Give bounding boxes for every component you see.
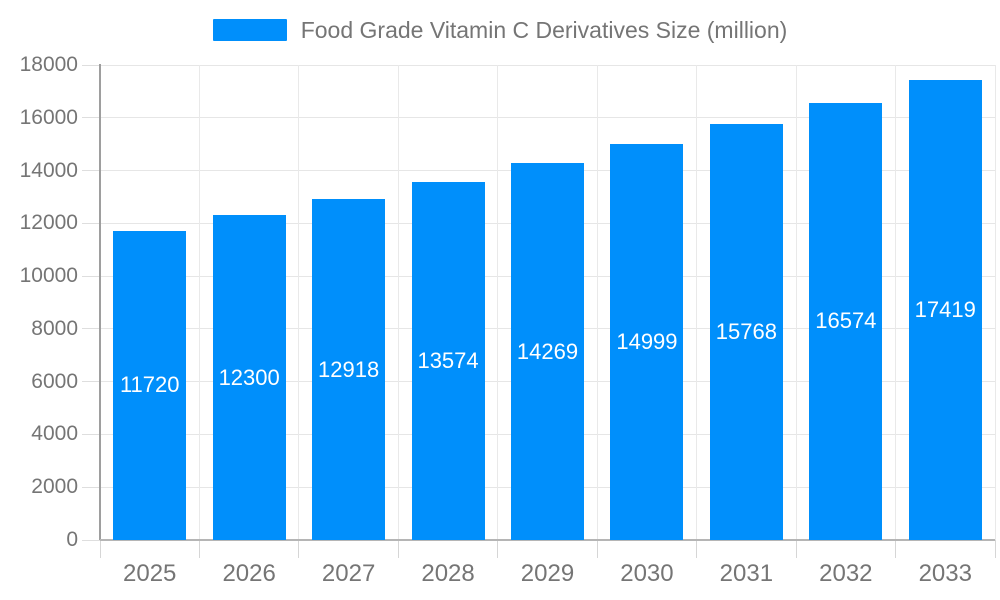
y-axis-tick-label: 6000 xyxy=(31,369,78,393)
y-axis-tick xyxy=(82,117,100,119)
x-axis-tick xyxy=(895,540,897,558)
bar-2027[interactable] xyxy=(312,199,386,540)
gridline-y-18000 xyxy=(100,64,995,66)
gridline-x xyxy=(497,65,499,540)
x-axis-tick-label: 2033 xyxy=(918,560,972,587)
y-axis-tick-label: 14000 xyxy=(19,158,78,182)
y-axis-tick xyxy=(82,64,100,66)
bar-value-label: 16574 xyxy=(815,308,877,334)
y-axis-tick xyxy=(82,433,100,435)
gridline-x xyxy=(895,65,897,540)
legend-item[interactable]: Food Grade Vitamin C Derivatives Size (m… xyxy=(0,17,1000,43)
bar-2032[interactable] xyxy=(809,102,883,540)
gridline-x xyxy=(696,65,698,540)
gridline-x xyxy=(596,65,598,540)
bar-value-label: 12300 xyxy=(218,364,280,390)
y-axis-tick-label: 18000 xyxy=(19,53,78,76)
x-axis-tick-label: 2025 xyxy=(123,560,177,587)
gridline-x xyxy=(795,65,797,540)
legend-swatch xyxy=(212,19,287,41)
x-axis-line xyxy=(100,539,995,541)
x-axis-tick xyxy=(994,540,996,558)
x-axis-tick xyxy=(497,540,499,558)
y-axis-line xyxy=(99,64,101,540)
y-axis-tick xyxy=(82,222,100,224)
x-axis-tick-label: 2032 xyxy=(819,560,873,587)
y-axis-tick-label: 8000 xyxy=(31,316,78,340)
bar-2030[interactable] xyxy=(610,144,684,540)
bar-2029[interactable] xyxy=(511,163,584,540)
gridline-y-16000 xyxy=(100,117,995,119)
bar-value-label: 13574 xyxy=(417,347,479,373)
x-axis-tick xyxy=(298,540,300,558)
y-axis-tick xyxy=(82,381,100,383)
y-axis-tick xyxy=(82,170,100,172)
x-axis-tick xyxy=(198,540,200,558)
bar-value-label: 11720 xyxy=(119,372,180,398)
bar-2025[interactable] xyxy=(113,230,187,540)
bar-value-label: 14999 xyxy=(616,329,678,355)
x-axis-tick xyxy=(596,540,598,558)
x-axis-tick xyxy=(397,540,399,558)
y-axis-tick xyxy=(82,486,100,488)
y-axis-tick xyxy=(82,328,100,330)
x-axis-tick-label: 2030 xyxy=(620,560,674,587)
y-axis-tick-label: 12000 xyxy=(19,211,78,235)
bar-2026[interactable] xyxy=(212,215,286,540)
bar-value-label: 12918 xyxy=(318,356,380,382)
y-axis-tick-label: 10000 xyxy=(19,264,78,288)
x-axis-tick-label: 2026 xyxy=(222,560,276,587)
y-axis-tick-label: 4000 xyxy=(31,422,78,446)
y-axis-tick xyxy=(82,539,100,541)
bar-value-label: 17419 xyxy=(914,297,976,323)
y-axis-tick-label: 2000 xyxy=(31,475,78,499)
x-axis-tick-label: 2028 xyxy=(421,560,475,587)
x-axis-tick xyxy=(696,540,698,558)
bar-2028[interactable] xyxy=(411,181,485,540)
x-axis-tick xyxy=(99,540,101,558)
bar-2031[interactable] xyxy=(709,123,783,540)
x-axis-tick-label: 2027 xyxy=(321,560,376,587)
y-axis-tick-label: 0 xyxy=(66,528,78,551)
x-axis-tick-label: 2031 xyxy=(719,560,774,587)
gridline-x xyxy=(198,65,200,540)
bar-value-label: 14269 xyxy=(516,338,579,364)
legend-label: Food Grade Vitamin C Derivatives Size (m… xyxy=(300,17,788,43)
bar-2033[interactable] xyxy=(908,80,982,540)
gridline-x xyxy=(994,65,996,540)
gridline-x xyxy=(397,65,399,540)
bar-value-label: 15768 xyxy=(715,318,777,344)
x-axis-tick xyxy=(795,540,797,558)
x-axis-tick-label: 2029 xyxy=(520,560,575,587)
y-axis-tick-label: 16000 xyxy=(19,105,78,129)
y-axis-tick xyxy=(82,275,100,277)
gridline-x xyxy=(298,65,300,540)
